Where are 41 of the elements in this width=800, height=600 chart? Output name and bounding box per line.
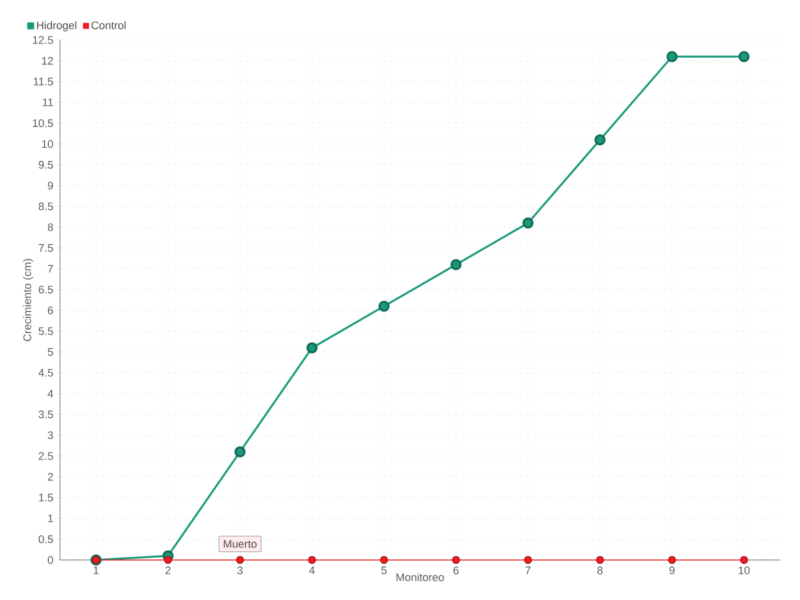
y-tick-label: 3.5 [38,410,54,418]
y-tick-label: 4 [48,390,54,398]
x-tick-label: 10 [738,566,750,574]
annotation: Muerto [224,540,257,548]
y-tick-label: 3 [48,431,54,440]
y-tick-label: 2 [48,472,53,481]
y-tick-label: 10 [42,140,54,148]
y-tick-label: 1 [48,514,53,522]
x-tick-label: 9 [669,566,675,574]
y-tick-label: 7 [48,265,53,273]
y-axis-title: Crecimiento (cm) [23,258,34,342]
x-tick-label: 6 [454,566,459,574]
y-tick-label: 5 [48,348,54,356]
y-tick-label: 6.5 [38,286,54,294]
legend-label: Control [92,21,126,30]
y-tick-label: 9 [48,182,53,190]
y-tick-label: 2.5 [38,452,54,460]
y-tick-label: 7.5 [38,244,54,252]
x-tick-label: 7 [526,566,531,574]
y-tick-label: 6 [48,306,54,314]
x-axis-title: Monitoreo [396,573,444,582]
y-tick-label: 8.5 [38,202,54,210]
x-tick-label: 2 [166,566,171,574]
y-tick-label: 11.5 [34,78,54,86]
y-tick-label: 12 [42,56,53,65]
y-tick-label: 12.5 [32,36,54,44]
y-tick-label: 0.5 [38,535,54,544]
x-tick-label: 1 [94,566,99,574]
y-tick-label: 8 [48,223,54,232]
y-tick-label: 10.5 [32,119,54,128]
x-tick-label: 3 [237,566,243,574]
x-tick-label: 5 [381,566,387,574]
y-tick-label: 9.5 [38,160,54,169]
y-tick-label: 1.5 [39,494,54,502]
y-tick-label: 5.5 [38,327,54,336]
y-tick-label: 4.5 [38,368,54,377]
y-tick-label: 0 [48,556,54,564]
x-tick-label: 4 [309,566,315,574]
y-tick-label: 11 [42,98,53,106]
legend-label: Hidrogel [37,21,76,32]
x-tick-label: 8 [597,566,603,574]
